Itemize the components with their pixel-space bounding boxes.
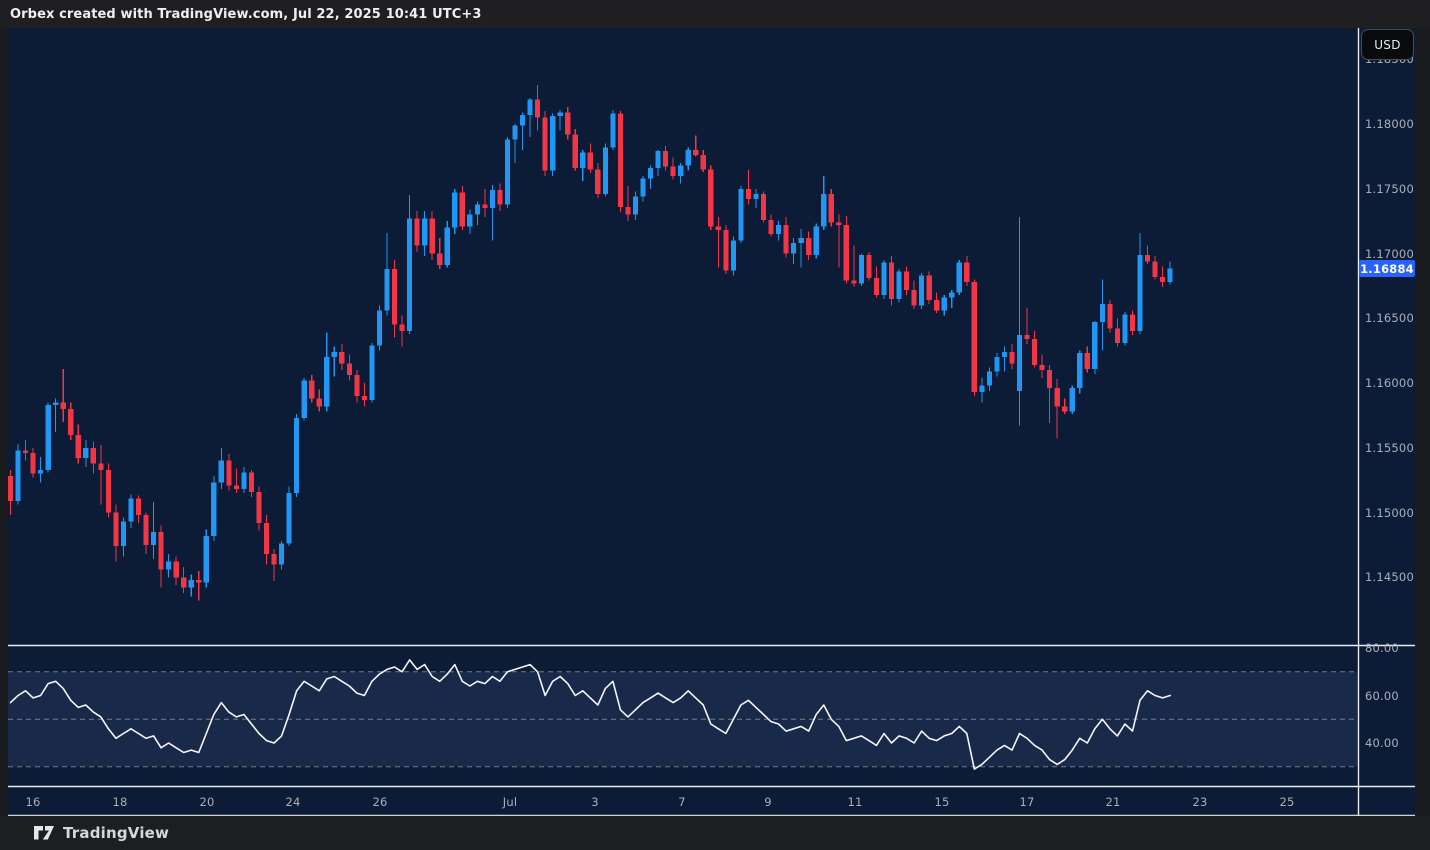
rsi-tick: 40.00 bbox=[1365, 736, 1399, 750]
time-tick: 21 bbox=[1105, 795, 1121, 809]
price-tick: 1.17000 bbox=[1365, 246, 1414, 261]
price-tick: 1.16500 bbox=[1365, 311, 1414, 326]
rsi-tick: 60.00 bbox=[1365, 688, 1399, 703]
tradingview-wordmark[interactable]: TradingView bbox=[63, 824, 170, 842]
time-tick: 3 bbox=[591, 795, 599, 809]
rsi-line bbox=[9, 659, 1171, 770]
time-tick: 11 bbox=[847, 795, 863, 809]
pane-dividers bbox=[8, 28, 1415, 816]
time-tick: 26 bbox=[372, 795, 388, 809]
time-tick: 9 bbox=[764, 795, 772, 809]
price-tick: 1.16000 bbox=[1365, 376, 1414, 390]
rsi-dashed-levels bbox=[8, 671, 1358, 768]
time-tick: 7 bbox=[678, 795, 686, 809]
last-price-badge: 1.16884 bbox=[1359, 260, 1415, 278]
price-tick: 1.14500 bbox=[1365, 570, 1414, 585]
price-tick: 1.18000 bbox=[1365, 117, 1414, 131]
time-tick: 20 bbox=[199, 795, 215, 809]
price-tick: 1.17500 bbox=[1365, 181, 1414, 196]
candles-layer bbox=[7, 85, 1173, 601]
rsi-tick: 80.00 bbox=[1365, 641, 1399, 655]
bottom-bar: TradingView bbox=[0, 816, 1430, 850]
price-tick: 1.15500 bbox=[1365, 440, 1414, 455]
time-tick: 16 bbox=[25, 795, 41, 809]
time-tick: 15 bbox=[934, 795, 950, 809]
time-tick: 17 bbox=[1019, 795, 1035, 809]
time-tick: 18 bbox=[112, 795, 128, 809]
top-bar: Orbex created with TradingView.com, Jul … bbox=[0, 0, 1430, 28]
time-tick: 23 bbox=[1192, 795, 1208, 809]
top-bar-title: Orbex created with TradingView.com, Jul … bbox=[10, 6, 482, 22]
time-tick: 25 bbox=[1279, 795, 1295, 809]
tradingview-logo-icon[interactable] bbox=[33, 825, 55, 841]
time-tick: Jul bbox=[502, 795, 518, 809]
currency-toggle-button[interactable]: USD bbox=[1361, 29, 1414, 60]
price-tick: 1.15000 bbox=[1365, 505, 1414, 520]
chart-background bbox=[8, 28, 1415, 816]
time-tick: 24 bbox=[285, 795, 301, 809]
